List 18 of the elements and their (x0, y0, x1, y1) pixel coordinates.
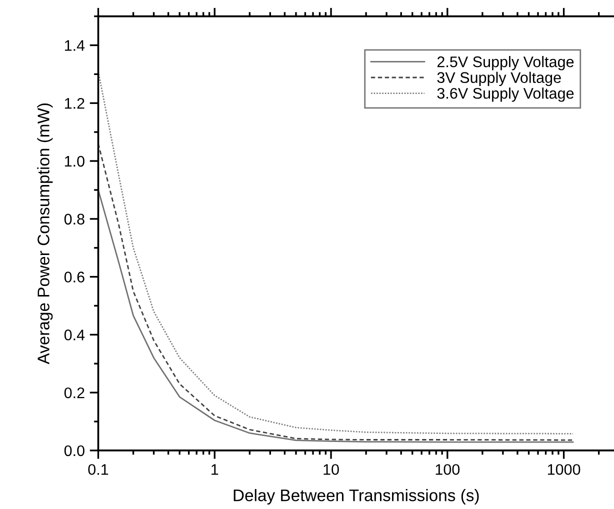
y-tick-label: 0.8 (64, 214, 84, 225)
x-tick-label: 10 (324, 464, 339, 475)
y-tick-label: 1.0 (64, 156, 84, 167)
legend-label: 3V Supply Voltage (437, 72, 561, 86)
y-tick-label: 0.6 (64, 272, 84, 282)
y-axis-title: Average Power Consumption (mW) (37, 103, 53, 364)
x-tick-label: 1000 (548, 464, 580, 475)
y-tick-label: 1.4 (64, 40, 85, 51)
x-tick-label: 0.1 (88, 464, 108, 475)
legend-label: 2.5V Supply Voltage (437, 56, 574, 70)
x-tick-label: 1 (212, 464, 218, 475)
x-tick-label: 100 (436, 464, 460, 475)
x-axis-title: Delay Between Transmissions (s) (234, 489, 479, 505)
y-tick-label: 0.2 (64, 387, 84, 398)
y-tick-label: 0.0 (64, 445, 84, 456)
legend-label: 3.6V Supply Voltage (437, 88, 574, 102)
y-tick-label: 1.2 (64, 98, 84, 109)
y-tick-label: 0.4 (64, 330, 85, 340)
